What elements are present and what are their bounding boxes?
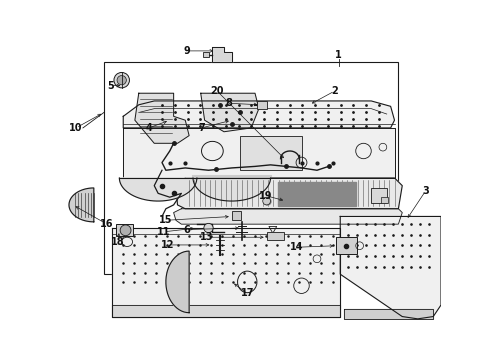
Polygon shape — [212, 47, 232, 62]
Bar — [203, 53, 209, 57]
Polygon shape — [166, 251, 189, 313]
Bar — [116, 224, 133, 237]
Text: 8: 8 — [225, 98, 232, 108]
Bar — [381, 197, 388, 203]
Circle shape — [263, 197, 270, 205]
Text: 14: 14 — [290, 242, 304, 252]
Text: 10: 10 — [69, 123, 83, 133]
Text: 2: 2 — [331, 86, 338, 96]
Polygon shape — [120, 178, 197, 201]
Text: 16: 16 — [100, 219, 114, 229]
Polygon shape — [123, 128, 394, 178]
Bar — [336, 237, 357, 254]
Text: 20: 20 — [210, 86, 224, 96]
Text: 18: 18 — [111, 237, 124, 247]
Bar — [371, 188, 387, 203]
Circle shape — [204, 223, 213, 233]
Text: 12: 12 — [161, 240, 174, 250]
Text: 17: 17 — [241, 288, 254, 298]
Text: 3: 3 — [422, 186, 429, 196]
Polygon shape — [112, 228, 340, 316]
Circle shape — [114, 72, 129, 88]
Text: 6: 6 — [183, 225, 190, 235]
Text: 11: 11 — [157, 227, 171, 237]
Bar — [104, 62, 398, 274]
Text: 1: 1 — [335, 50, 342, 60]
Bar — [257, 101, 268, 109]
Bar — [267, 232, 284, 239]
Polygon shape — [173, 209, 402, 224]
Text: 5: 5 — [107, 81, 114, 91]
Circle shape — [120, 225, 131, 236]
Text: 19: 19 — [259, 191, 272, 201]
Polygon shape — [123, 101, 394, 128]
Polygon shape — [201, 93, 259, 132]
Polygon shape — [176, 178, 402, 209]
Bar — [240, 136, 301, 170]
Text: 4: 4 — [146, 123, 152, 133]
Circle shape — [117, 76, 126, 85]
Polygon shape — [112, 305, 340, 316]
Polygon shape — [344, 309, 433, 319]
Polygon shape — [135, 93, 189, 143]
Text: 15: 15 — [159, 215, 172, 225]
Text: 13: 13 — [200, 232, 214, 242]
Text: 9: 9 — [183, 46, 190, 56]
Polygon shape — [278, 182, 356, 206]
Polygon shape — [340, 216, 441, 319]
Text: 7: 7 — [198, 123, 205, 133]
Polygon shape — [193, 178, 270, 201]
Bar — [232, 211, 241, 220]
Polygon shape — [69, 188, 94, 222]
